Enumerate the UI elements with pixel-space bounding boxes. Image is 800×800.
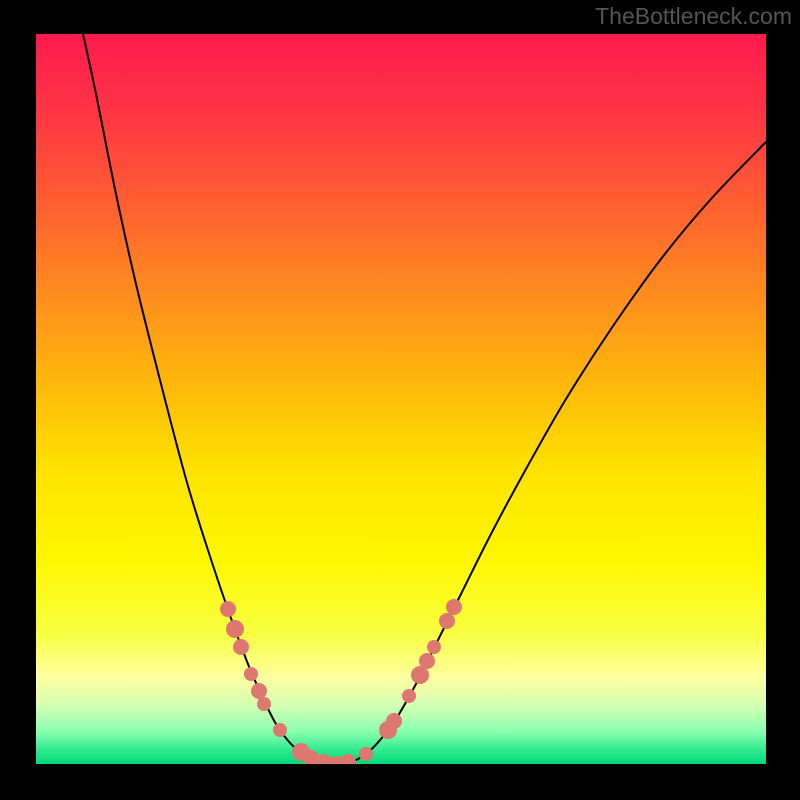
left-curve [83, 34, 336, 764]
data-marker [359, 747, 373, 761]
data-marker [233, 639, 249, 655]
data-marker [386, 713, 402, 729]
chart-curves [36, 34, 766, 764]
data-marker [446, 599, 462, 615]
data-marker [273, 723, 287, 737]
data-marker [402, 689, 416, 703]
data-marker [257, 697, 271, 711]
data-marker [244, 667, 258, 681]
plot-area [36, 34, 766, 764]
data-marker [251, 683, 267, 699]
data-marker [427, 640, 441, 654]
data-marker [226, 620, 244, 638]
watermark-text: TheBottleneck.com [595, 3, 792, 30]
data-marker [439, 613, 455, 629]
data-marker [220, 601, 236, 617]
data-marker [419, 653, 435, 669]
right-curve [336, 142, 766, 764]
data-marker [340, 754, 356, 764]
